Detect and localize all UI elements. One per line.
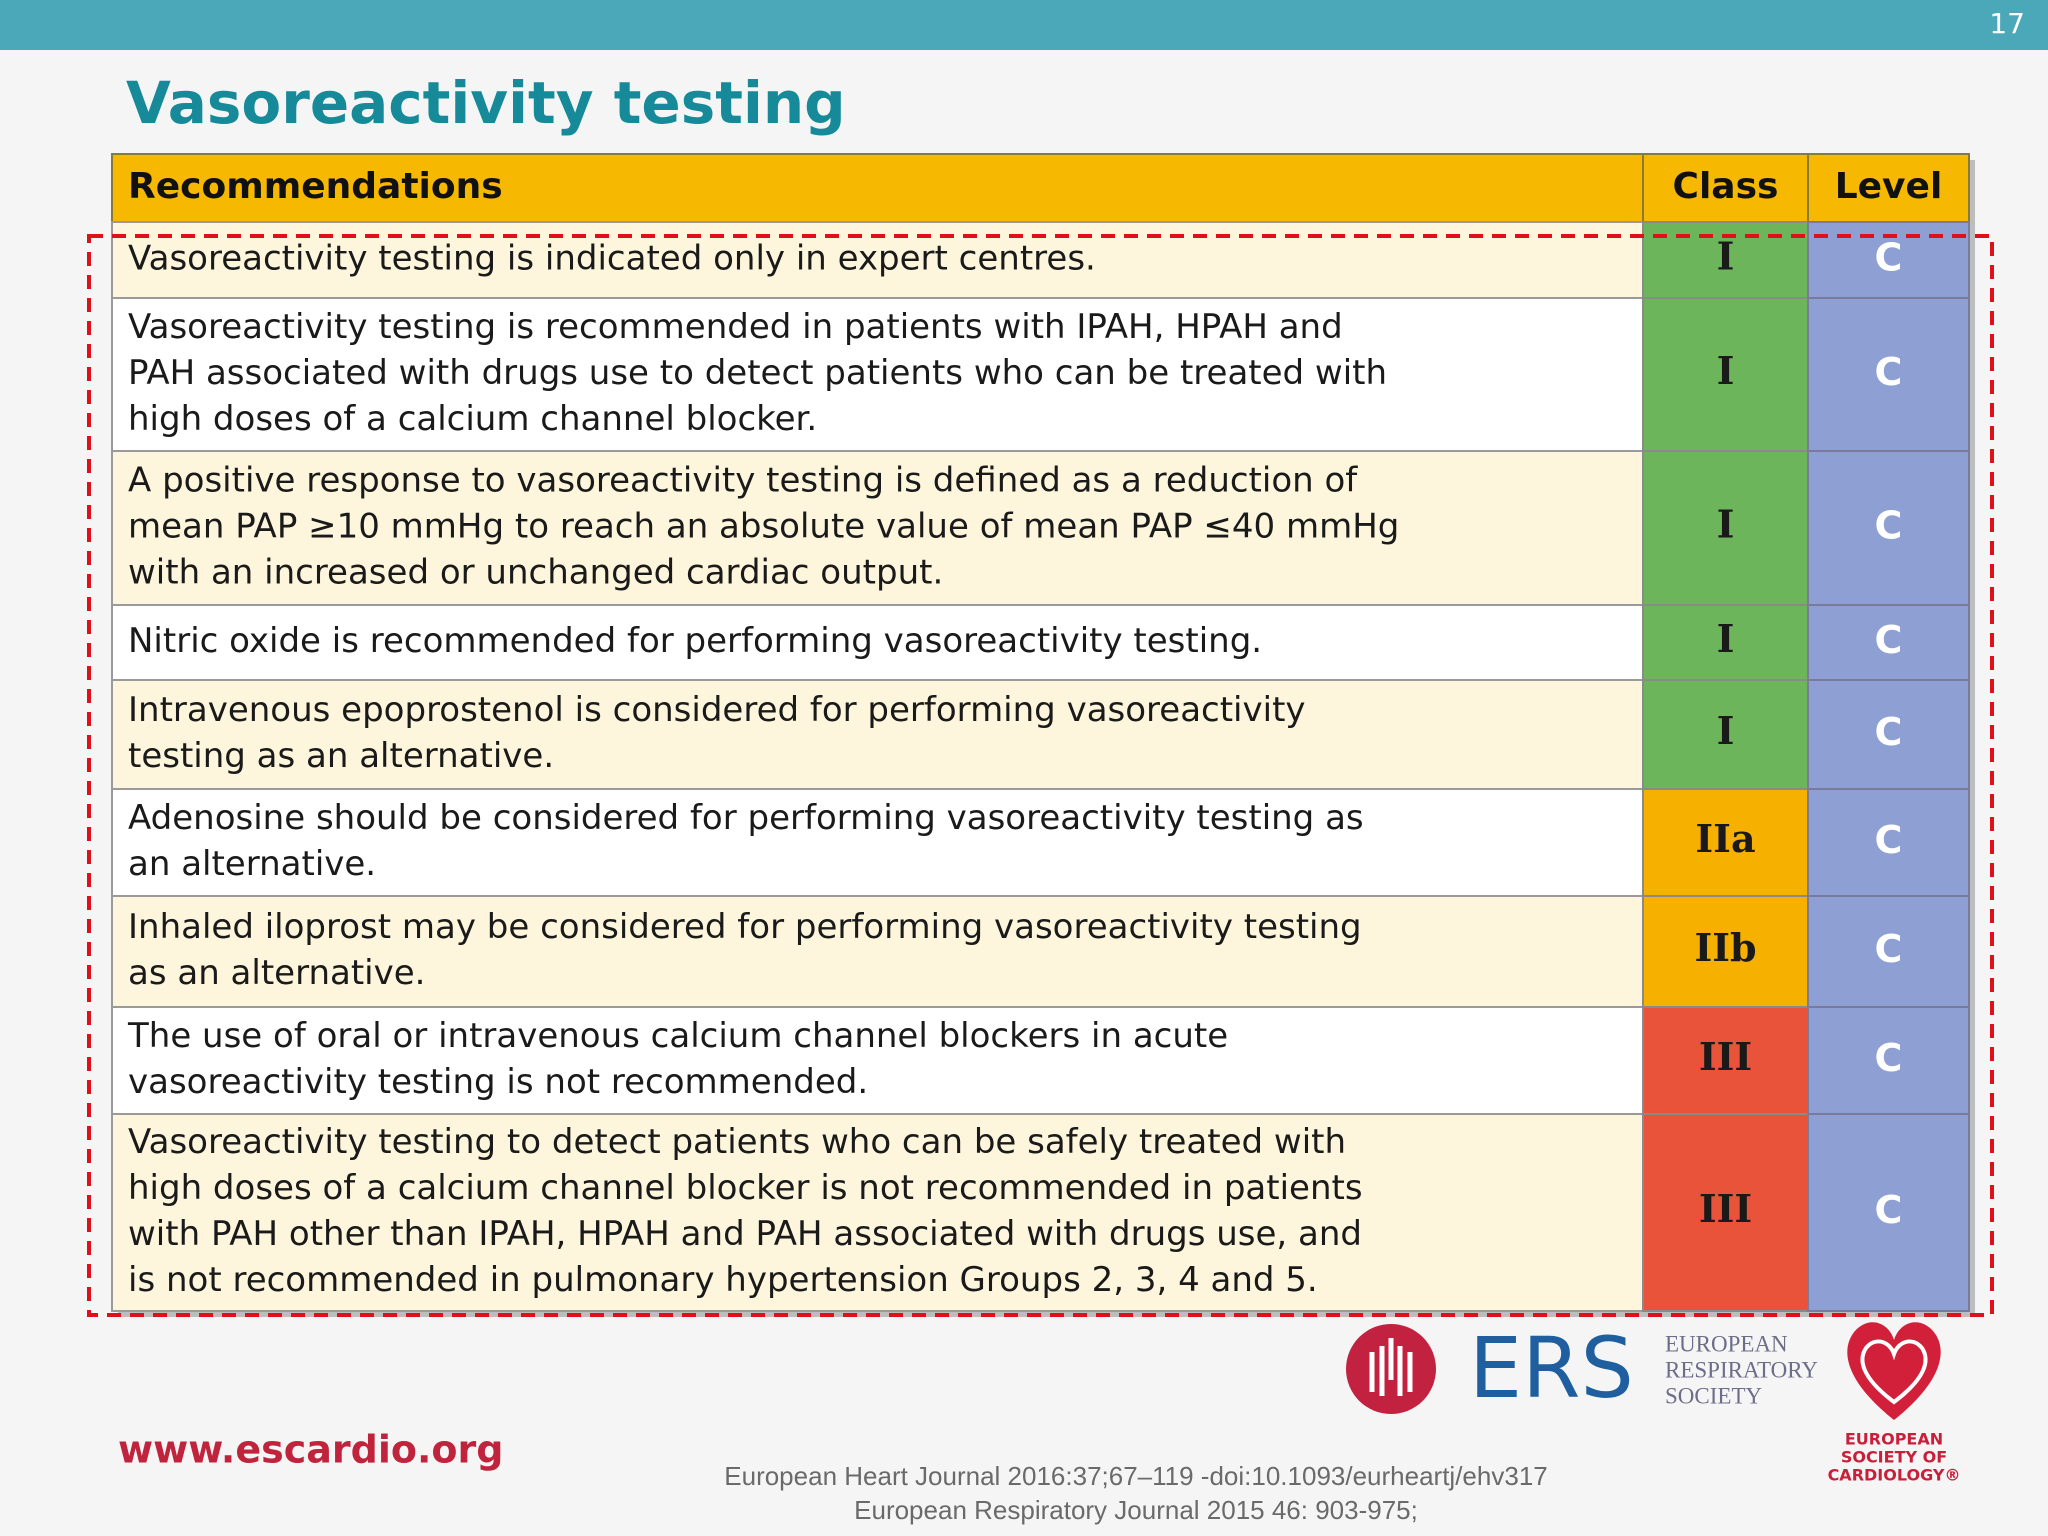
level-value: C — [1875, 504, 1903, 548]
class-cell — [1642, 1113, 1809, 1312]
recommendation-text: testing as an alternative. — [128, 736, 554, 776]
level-cell — [1807, 679, 1970, 790]
recommendation-cell — [111, 604, 1644, 681]
top-bar — [0, 0, 2048, 50]
class-value: I — [1717, 616, 1735, 661]
esc-name-line: CARDIOLOGY® — [1828, 1466, 1961, 1485]
recommendation-text: Inhaled iloprost may be considered for p… — [128, 907, 1362, 947]
recommendation-text: The use of oral or intravenous calcium c… — [127, 1016, 1228, 1056]
ers-name-line: SOCIETY — [1665, 1383, 1763, 1408]
recommendation-text: high doses of a calcium channel blocker … — [128, 1168, 1363, 1208]
class-cell — [1642, 604, 1809, 681]
class-value: I — [1717, 708, 1735, 753]
class-value: III — [1699, 1034, 1752, 1079]
slide-number: 17 — [1989, 7, 2025, 40]
ers-logo-lungs — [1369, 1338, 1413, 1396]
ers-logo-text: ERS — [1469, 1319, 1634, 1417]
header-cell: Level — [1835, 166, 1943, 207]
recommendation-text: is not recommended in pulmonary hyperten… — [128, 1260, 1318, 1300]
recommendation-cell — [111, 1113, 1644, 1312]
class-value: III — [1699, 1186, 1752, 1231]
ers-name-line: RESPIRATORY — [1665, 1357, 1818, 1382]
table: Recommendations Class Level Vasoreactivity … — [111, 153, 1975, 1317]
highlight-box — [87, 234, 1994, 1317]
class-cell — [1642, 788, 1809, 897]
level-value: C — [1875, 1036, 1903, 1080]
recommendation-text: Vasoreactivity testing to detect patient… — [128, 1122, 1346, 1162]
level-value: C — [1875, 236, 1903, 280]
level-cell — [1807, 1113, 1970, 1312]
level-cell — [1807, 1006, 1970, 1115]
recommendation-cell — [111, 788, 1644, 897]
recommendation-text: with an increased or unchanged cardiac o… — [128, 553, 943, 593]
header-cell: Class — [1673, 166, 1779, 207]
recommendation-text: with PAH other than IPAH, HPAH and PAH a… — [128, 1214, 1362, 1254]
esc-name-line: SOCIETY OF — [1841, 1448, 1947, 1467]
recommendation-text: vasoreactivity testing is not recommende… — [128, 1062, 868, 1102]
recommendation-text: as an alternative. — [128, 953, 425, 993]
class-value: IIb — [1694, 925, 1756, 970]
recommendation-text: mean PAP ≥10 mmHg to reach an absolute v… — [128, 507, 1399, 547]
level-cell — [1807, 788, 1970, 897]
website[interactable]: www.escardio.org — [118, 1428, 503, 1472]
level-value: C — [1875, 818, 1903, 862]
recommendation-cell — [111, 679, 1644, 790]
recommendation-text: high doses of a calcium channel blocker. — [128, 399, 817, 439]
esc-logo-heart — [1847, 1322, 1941, 1420]
citation: European Heart Journal 2016:37;67–119 -d… — [724, 1461, 1547, 1491]
recommendation-text: A positive response to vasoreactivity te… — [128, 461, 1358, 501]
recommendation-cell — [111, 450, 1644, 606]
class-value: IIa — [1695, 816, 1755, 861]
level-value: C — [1875, 350, 1903, 394]
recommendation-text: Nitric oxide is recommended for performi… — [128, 621, 1262, 661]
recommendation-text: Adenosine should be considered for perfo… — [128, 798, 1364, 838]
ers-name: EUROPEAN RESPIRATORY SOCIETY — [1665, 1331, 1818, 1408]
level-value: C — [1875, 927, 1903, 971]
class-value: I — [1717, 502, 1735, 547]
esc-name: EUROPEAN SOCIETY OF CARDIOLOGY® — [1828, 1430, 1961, 1485]
esc-logo-inner — [1860, 1339, 1928, 1405]
ers-name-line: EUROPEAN — [1665, 1331, 1788, 1356]
level-value: C — [1875, 618, 1903, 662]
header-cell: Recommendations — [128, 166, 503, 207]
recommendation-text: Vasoreactivity testing is recommended in… — [128, 307, 1343, 347]
recommendation-text: Intravenous epoprostenol is considered f… — [128, 690, 1306, 730]
class-value: I — [1717, 234, 1735, 279]
esc-name-line: EUROPEAN — [1845, 1430, 1943, 1449]
recommendation-text: PAH associated with drugs use to detect … — [128, 353, 1387, 393]
level-cell — [1807, 297, 1970, 452]
recommendation-cell — [111, 895, 1644, 1008]
level-value: C — [1875, 710, 1903, 754]
class-cell — [1642, 297, 1809, 452]
recommendation-cell — [111, 1006, 1644, 1115]
recommendation-text: an alternative. — [128, 844, 376, 884]
class-cell — [1642, 679, 1809, 790]
level-cell — [1807, 450, 1970, 606]
class-value: I — [1717, 348, 1735, 393]
slide-title: Vasoreactivity testing — [126, 69, 846, 137]
citation: European Respiratory Journal 2015 46: 90… — [854, 1495, 1418, 1525]
class-cell — [1642, 895, 1809, 1008]
level-value: C — [1875, 1188, 1903, 1232]
recommendation-text: Vasoreactivity testing is indicated only… — [128, 239, 1096, 279]
